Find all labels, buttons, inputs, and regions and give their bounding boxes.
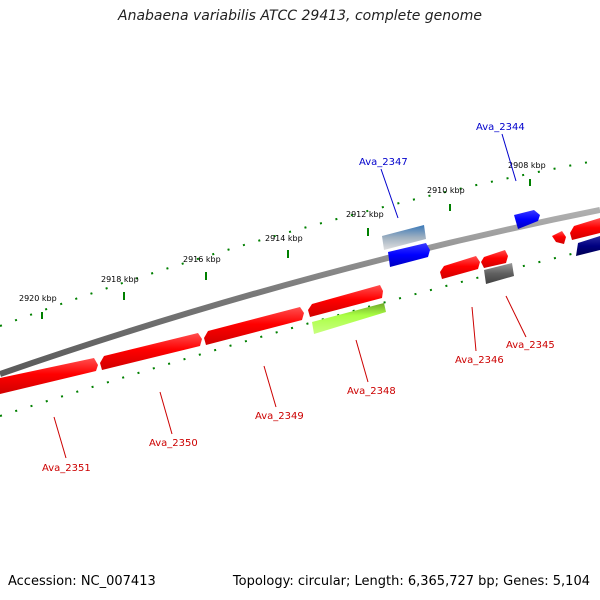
gene-navy-right[interactable] bbox=[576, 236, 600, 256]
gene-Ava-2344[interactable] bbox=[514, 210, 540, 229]
gene-Ava-2348[interactable] bbox=[312, 303, 386, 334]
scale-label: 2920 kbp bbox=[19, 294, 57, 303]
gene-label: Ava_2346 bbox=[455, 355, 504, 366]
gene-right-edge[interactable] bbox=[570, 218, 600, 240]
gene-Ava-2351[interactable] bbox=[0, 358, 98, 394]
gene-Ava-2349[interactable] bbox=[204, 307, 304, 345]
scale-label: 2914 kbp bbox=[265, 234, 303, 243]
map-title: Anabaena variabilis ATCC 29413, complete… bbox=[118, 8, 482, 24]
gene-label: Ava_2348 bbox=[347, 386, 396, 397]
gene-Ava-2346[interactable] bbox=[440, 256, 480, 279]
accession-text: Accession: NC_007413 bbox=[8, 574, 156, 589]
leader-lines bbox=[53, 133, 527, 459]
genome-stats-text: Topology: circular; Length: 6,365,727 bp… bbox=[232, 574, 590, 589]
scale-track-outer bbox=[0, 159, 600, 327]
scale-label: 2918 kbp bbox=[101, 275, 139, 284]
gene-label: Ava_2347 bbox=[359, 157, 408, 168]
gene-Ava-2348-upper[interactable] bbox=[308, 285, 383, 317]
genome-backbone bbox=[0, 207, 600, 377]
scale-major-ticks bbox=[41, 179, 531, 319]
scale-label: 2908 kbp bbox=[508, 161, 546, 170]
forward-genes[interactable] bbox=[0, 218, 600, 394]
gene-label: Ava_2344 bbox=[476, 122, 525, 133]
gene-Ava-2350[interactable] bbox=[100, 333, 202, 370]
scale-labels: 2920 kbp 2918 kbp 2916 kbp 2914 kbp 2912… bbox=[19, 161, 546, 303]
gene-label: Ava_2345 bbox=[506, 340, 555, 351]
gene-labels: Ava_2351 Ava_2350 Ava_2349 Ava_2348 Ava_… bbox=[42, 122, 555, 474]
gene-label: Ava_2349 bbox=[255, 411, 304, 422]
gene-label: Ava_2350 bbox=[149, 438, 198, 449]
gene-Ava-2346b[interactable] bbox=[481, 250, 508, 268]
scale-label: 2910 kbp bbox=[427, 186, 465, 195]
scale-label: 2912 kbp bbox=[346, 210, 384, 219]
scale-label: 2916 kbp bbox=[183, 255, 221, 264]
gene-blue-left[interactable] bbox=[388, 243, 430, 267]
gene-label: Ava_2351 bbox=[42, 463, 91, 474]
gene-small[interactable] bbox=[552, 231, 566, 244]
gene-Ava-2347[interactable] bbox=[382, 225, 426, 250]
gene-Ava-2345[interactable] bbox=[484, 263, 514, 284]
